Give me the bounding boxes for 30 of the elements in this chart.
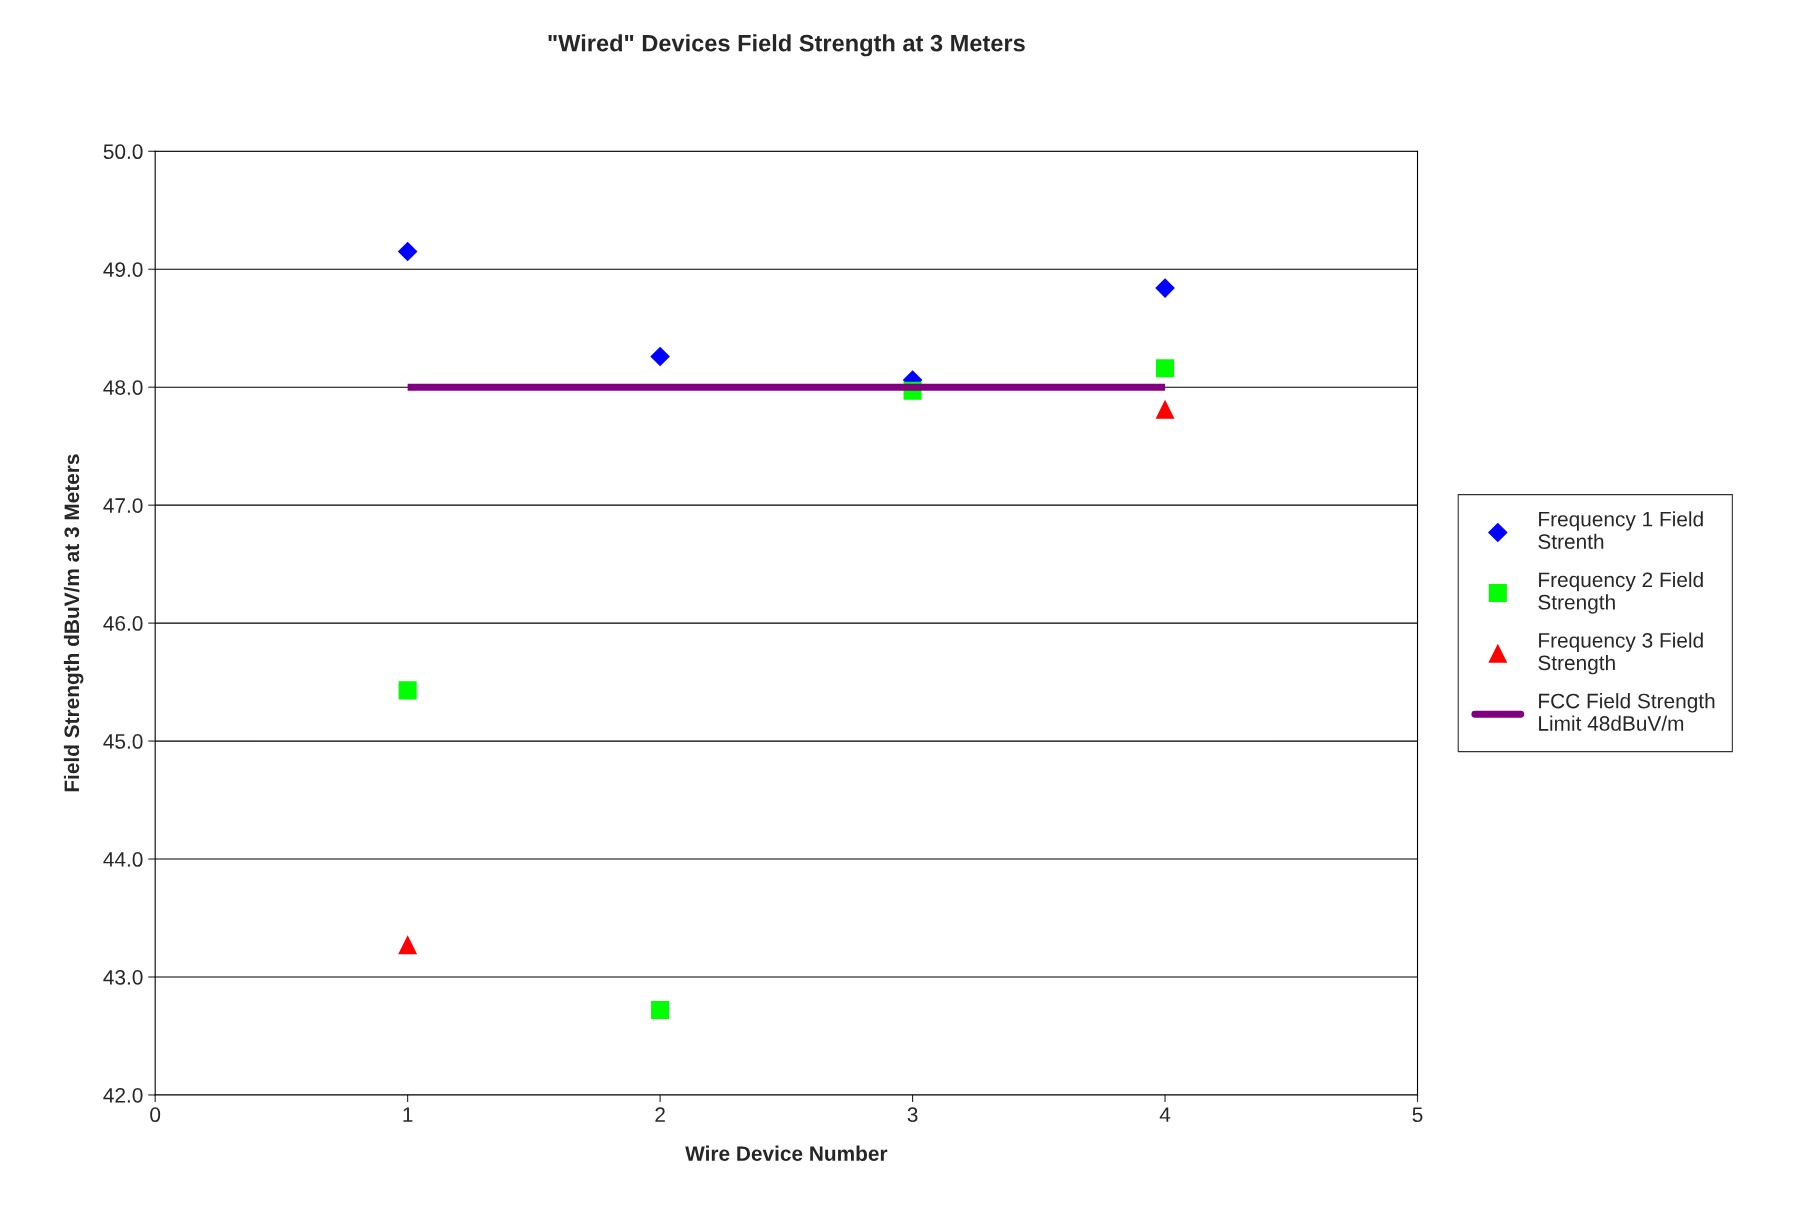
x-axis-title: Wire Device Number (685, 1145, 888, 1161)
x-tick-label: 1 (403, 1107, 413, 1122)
x-tick-label: 3 (907, 1107, 918, 1123)
point (651, 1000, 670, 1020)
y-tick-label: 43.0 (103, 969, 143, 985)
y-tick-label: 46.0 (103, 616, 143, 631)
point (1155, 278, 1175, 298)
point (398, 681, 417, 700)
legend-label: Frequency 3 Field Strength (1538, 632, 1703, 675)
point (398, 242, 418, 262)
x-tick-label: 2 (655, 1107, 665, 1122)
y-tick-label: 48.0 (103, 380, 143, 395)
legend-label: FCC Field Strength Limit 48dBuV/m (1539, 693, 1715, 731)
chart-title: "Wired" Devices Field Strength at 3 Meters (548, 34, 1025, 57)
point (398, 936, 417, 955)
y-tick-label: 44.0 (103, 852, 143, 867)
y-tick-label: 42.0 (103, 1087, 143, 1103)
legend-label: Frequency 2 Field Strength (1538, 571, 1703, 614)
x-tick-label: 0 (150, 1107, 161, 1123)
y-tick-label: 45.0 (103, 734, 143, 749)
legend-label: Frequency 1 Field Strenth (1538, 511, 1703, 550)
x-tick-label: 4 (1159, 1107, 1171, 1122)
y-axis-title: Field Strength dBuV/m at 3 Meters (63, 454, 84, 792)
y-tick-label: 47.0 (103, 498, 143, 513)
y-tick-label: 50.0 (103, 144, 143, 160)
point (650, 346, 670, 367)
x-tick-label: 5 (1412, 1107, 1423, 1123)
y-tick-label: 49.0 (103, 262, 143, 277)
point (1156, 359, 1175, 378)
point (1156, 400, 1175, 419)
